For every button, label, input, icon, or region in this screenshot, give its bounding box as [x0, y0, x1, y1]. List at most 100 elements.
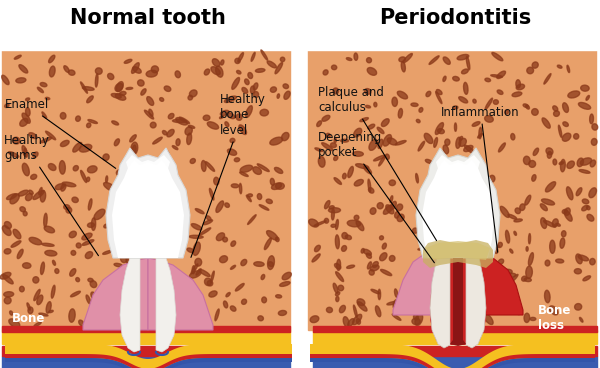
Polygon shape [426, 241, 490, 260]
Ellipse shape [547, 152, 552, 158]
Ellipse shape [116, 170, 122, 176]
Ellipse shape [347, 220, 361, 227]
Bar [2, 356, 290, 368]
Ellipse shape [85, 252, 92, 259]
Ellipse shape [542, 118, 550, 128]
Ellipse shape [145, 244, 151, 252]
Ellipse shape [13, 229, 21, 239]
Ellipse shape [42, 112, 47, 118]
Polygon shape [156, 258, 176, 352]
Ellipse shape [516, 84, 524, 90]
Ellipse shape [368, 124, 375, 129]
Ellipse shape [195, 258, 202, 266]
Ellipse shape [40, 82, 47, 87]
Ellipse shape [257, 194, 262, 199]
Ellipse shape [215, 66, 223, 77]
Ellipse shape [399, 308, 412, 311]
Ellipse shape [150, 122, 156, 128]
Ellipse shape [331, 65, 337, 70]
Ellipse shape [565, 208, 570, 215]
Ellipse shape [176, 139, 180, 146]
Ellipse shape [532, 109, 538, 115]
Ellipse shape [245, 79, 249, 85]
Ellipse shape [236, 70, 241, 74]
Ellipse shape [59, 160, 65, 174]
Ellipse shape [566, 187, 573, 200]
Ellipse shape [115, 84, 123, 91]
Polygon shape [310, 344, 595, 368]
Ellipse shape [492, 244, 498, 254]
Polygon shape [148, 258, 213, 330]
Ellipse shape [472, 122, 480, 126]
Ellipse shape [131, 192, 136, 198]
Ellipse shape [44, 213, 47, 227]
Ellipse shape [257, 164, 269, 171]
Ellipse shape [368, 179, 371, 192]
Ellipse shape [423, 237, 430, 244]
Text: Periodontitis: Periodontitis [379, 8, 531, 28]
Ellipse shape [27, 303, 31, 310]
Text: Enamel: Enamel [5, 99, 116, 169]
Ellipse shape [322, 115, 330, 121]
Polygon shape [393, 243, 458, 315]
Ellipse shape [10, 194, 19, 204]
Ellipse shape [335, 219, 338, 230]
Ellipse shape [188, 125, 194, 128]
Ellipse shape [308, 219, 319, 227]
Ellipse shape [489, 175, 495, 182]
Ellipse shape [502, 296, 507, 299]
Polygon shape [430, 243, 486, 348]
Ellipse shape [11, 241, 21, 247]
Ellipse shape [22, 146, 28, 157]
Ellipse shape [86, 295, 91, 304]
Ellipse shape [80, 82, 88, 93]
Polygon shape [310, 358, 595, 368]
Ellipse shape [354, 53, 358, 60]
Ellipse shape [221, 60, 224, 65]
Ellipse shape [172, 119, 186, 123]
Ellipse shape [346, 58, 352, 60]
Ellipse shape [126, 255, 128, 264]
Ellipse shape [191, 264, 198, 274]
Ellipse shape [434, 138, 437, 147]
Ellipse shape [97, 314, 104, 326]
Ellipse shape [69, 231, 76, 238]
Ellipse shape [419, 107, 423, 112]
Ellipse shape [270, 178, 274, 185]
Ellipse shape [554, 111, 559, 116]
Ellipse shape [49, 66, 55, 77]
Ellipse shape [193, 242, 200, 255]
Ellipse shape [42, 243, 54, 246]
Ellipse shape [234, 158, 239, 162]
Ellipse shape [453, 216, 462, 224]
Ellipse shape [190, 90, 197, 97]
Ellipse shape [224, 96, 236, 103]
Ellipse shape [578, 255, 589, 261]
Ellipse shape [334, 263, 341, 269]
Ellipse shape [393, 300, 398, 308]
Ellipse shape [586, 206, 590, 210]
Ellipse shape [579, 170, 590, 173]
Ellipse shape [49, 310, 53, 313]
Ellipse shape [64, 205, 70, 210]
Ellipse shape [376, 306, 381, 317]
Ellipse shape [196, 209, 204, 214]
Ellipse shape [480, 244, 487, 255]
Ellipse shape [113, 286, 120, 294]
Ellipse shape [542, 199, 554, 205]
Ellipse shape [356, 221, 364, 231]
Ellipse shape [86, 96, 93, 103]
Ellipse shape [131, 142, 138, 155]
Ellipse shape [436, 92, 442, 104]
Ellipse shape [568, 91, 580, 98]
Ellipse shape [19, 65, 28, 73]
Ellipse shape [76, 277, 80, 282]
Ellipse shape [567, 65, 569, 72]
Bar [313, 346, 597, 356]
Ellipse shape [230, 306, 236, 311]
Ellipse shape [172, 146, 178, 150]
Ellipse shape [509, 249, 513, 253]
Ellipse shape [44, 226, 55, 233]
Ellipse shape [82, 240, 94, 245]
Ellipse shape [55, 184, 64, 190]
